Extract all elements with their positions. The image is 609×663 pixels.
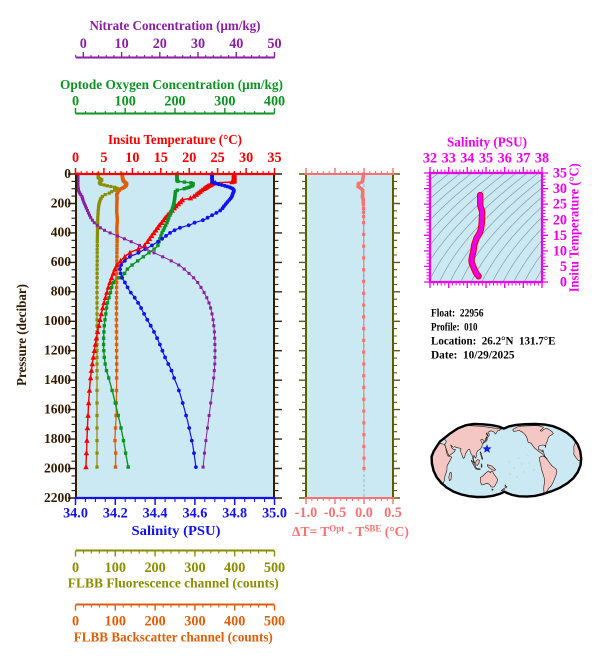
svg-text:35: 35 bbox=[553, 166, 567, 182]
svg-text:Date: 10/29/2025: Date: 10/29/2025 bbox=[431, 349, 515, 362]
svg-text:Insitu Temperature (°C): Insitu Temperature (°C) bbox=[108, 132, 242, 147]
svg-text:0: 0 bbox=[72, 560, 79, 576]
svg-text:30: 30 bbox=[239, 150, 253, 166]
svg-text:600: 600 bbox=[51, 254, 72, 269]
svg-text:100: 100 bbox=[105, 614, 126, 630]
svg-text:200: 200 bbox=[164, 94, 185, 110]
svg-text:Optode Oxygen Concentration (μ: Optode Oxygen Concentration (μm/kg) bbox=[60, 77, 283, 92]
svg-text:34.4: 34.4 bbox=[143, 506, 168, 522]
svg-text:-1.0: -1.0 bbox=[295, 505, 317, 521]
svg-text:5: 5 bbox=[560, 259, 567, 275]
svg-text:34.0: 34.0 bbox=[63, 506, 88, 522]
svg-text:300: 300 bbox=[214, 94, 235, 110]
svg-text:32: 32 bbox=[423, 151, 437, 167]
svg-text:Insitu Temperature (°C): Insitu Temperature (°C) bbox=[567, 163, 582, 292]
svg-text:100: 100 bbox=[105, 560, 126, 576]
svg-text:1600: 1600 bbox=[44, 401, 71, 416]
svg-text:0.5: 0.5 bbox=[384, 505, 402, 521]
svg-text:37: 37 bbox=[516, 151, 530, 167]
svg-text:30: 30 bbox=[191, 36, 205, 52]
svg-text:0.0: 0.0 bbox=[355, 505, 373, 521]
svg-text:36: 36 bbox=[498, 151, 512, 167]
svg-text:35: 35 bbox=[267, 150, 281, 166]
svg-text:300: 300 bbox=[184, 614, 205, 630]
svg-text:0: 0 bbox=[72, 94, 79, 110]
svg-text:Profile: 010: Profile: 010 bbox=[431, 321, 478, 334]
svg-text:200: 200 bbox=[51, 195, 72, 210]
svg-text:FLBB Fluorescence channel (cou: FLBB Fluorescence channel (counts) bbox=[68, 576, 279, 591]
svg-text:15: 15 bbox=[553, 228, 567, 244]
svg-text:0: 0 bbox=[80, 36, 87, 52]
svg-text:Nitrate Concentration (μm/kg): Nitrate Concentration (μm/kg) bbox=[90, 18, 261, 33]
svg-text:Float: 22956: Float: 22956 bbox=[431, 307, 484, 320]
svg-text:300: 300 bbox=[184, 560, 205, 576]
svg-text:5: 5 bbox=[100, 150, 107, 166]
svg-text:FLBB Backscatter channel (coun: FLBB Backscatter channel (counts) bbox=[74, 630, 273, 645]
svg-text:2200: 2200 bbox=[44, 490, 71, 505]
svg-text:0: 0 bbox=[72, 150, 79, 166]
svg-text:ΔT= TOpt - TSBE (°C): ΔT= TOpt - TSBE (°C) bbox=[292, 524, 409, 540]
svg-text:10: 10 bbox=[125, 150, 139, 166]
svg-text:Salinity (PSU): Salinity (PSU) bbox=[132, 523, 221, 538]
svg-text:35: 35 bbox=[479, 151, 493, 167]
svg-text:10: 10 bbox=[553, 244, 567, 260]
svg-text:40: 40 bbox=[229, 36, 243, 52]
svg-text:34.2: 34.2 bbox=[103, 506, 128, 522]
svg-text:34.6: 34.6 bbox=[182, 506, 207, 522]
svg-text:10: 10 bbox=[115, 36, 129, 52]
svg-text:30: 30 bbox=[553, 181, 567, 197]
svg-text:50: 50 bbox=[267, 36, 281, 52]
svg-text:100: 100 bbox=[115, 94, 136, 110]
svg-text:200: 200 bbox=[144, 560, 165, 576]
svg-text:1200: 1200 bbox=[44, 343, 71, 358]
svg-text:15: 15 bbox=[154, 150, 168, 166]
svg-text:34: 34 bbox=[460, 151, 474, 167]
svg-text:400: 400 bbox=[224, 614, 245, 630]
svg-text:1800: 1800 bbox=[44, 431, 71, 446]
svg-text:800: 800 bbox=[51, 284, 72, 299]
svg-text:20: 20 bbox=[153, 36, 167, 52]
svg-text:500: 500 bbox=[264, 614, 285, 630]
svg-text:34.8: 34.8 bbox=[222, 506, 247, 522]
svg-text:33: 33 bbox=[442, 151, 456, 167]
svg-text:1400: 1400 bbox=[44, 372, 71, 387]
svg-text:25: 25 bbox=[553, 197, 567, 213]
svg-text:20: 20 bbox=[182, 150, 196, 166]
svg-text:2000: 2000 bbox=[44, 460, 71, 475]
svg-text:Pressure (decibar): Pressure (decibar) bbox=[14, 284, 29, 386]
svg-text:Location: 26.2°N 131.7°E: Location: 26.2°N 131.7°E bbox=[431, 335, 556, 348]
svg-text:38: 38 bbox=[535, 151, 549, 167]
svg-text:500: 500 bbox=[264, 560, 285, 576]
svg-text:0: 0 bbox=[560, 275, 567, 291]
svg-text:20: 20 bbox=[553, 212, 567, 228]
svg-text:-0.5: -0.5 bbox=[324, 505, 346, 521]
svg-text:200: 200 bbox=[144, 614, 165, 630]
svg-text:400: 400 bbox=[51, 225, 72, 240]
svg-text:0: 0 bbox=[72, 614, 79, 630]
svg-text:1000: 1000 bbox=[44, 313, 71, 328]
svg-text:0: 0 bbox=[64, 166, 71, 181]
svg-text:400: 400 bbox=[224, 560, 245, 576]
svg-text:25: 25 bbox=[211, 150, 225, 166]
svg-text:400: 400 bbox=[264, 94, 285, 110]
svg-text:35.0: 35.0 bbox=[262, 506, 287, 522]
svg-text:Salinity (PSU): Salinity (PSU) bbox=[447, 135, 527, 150]
